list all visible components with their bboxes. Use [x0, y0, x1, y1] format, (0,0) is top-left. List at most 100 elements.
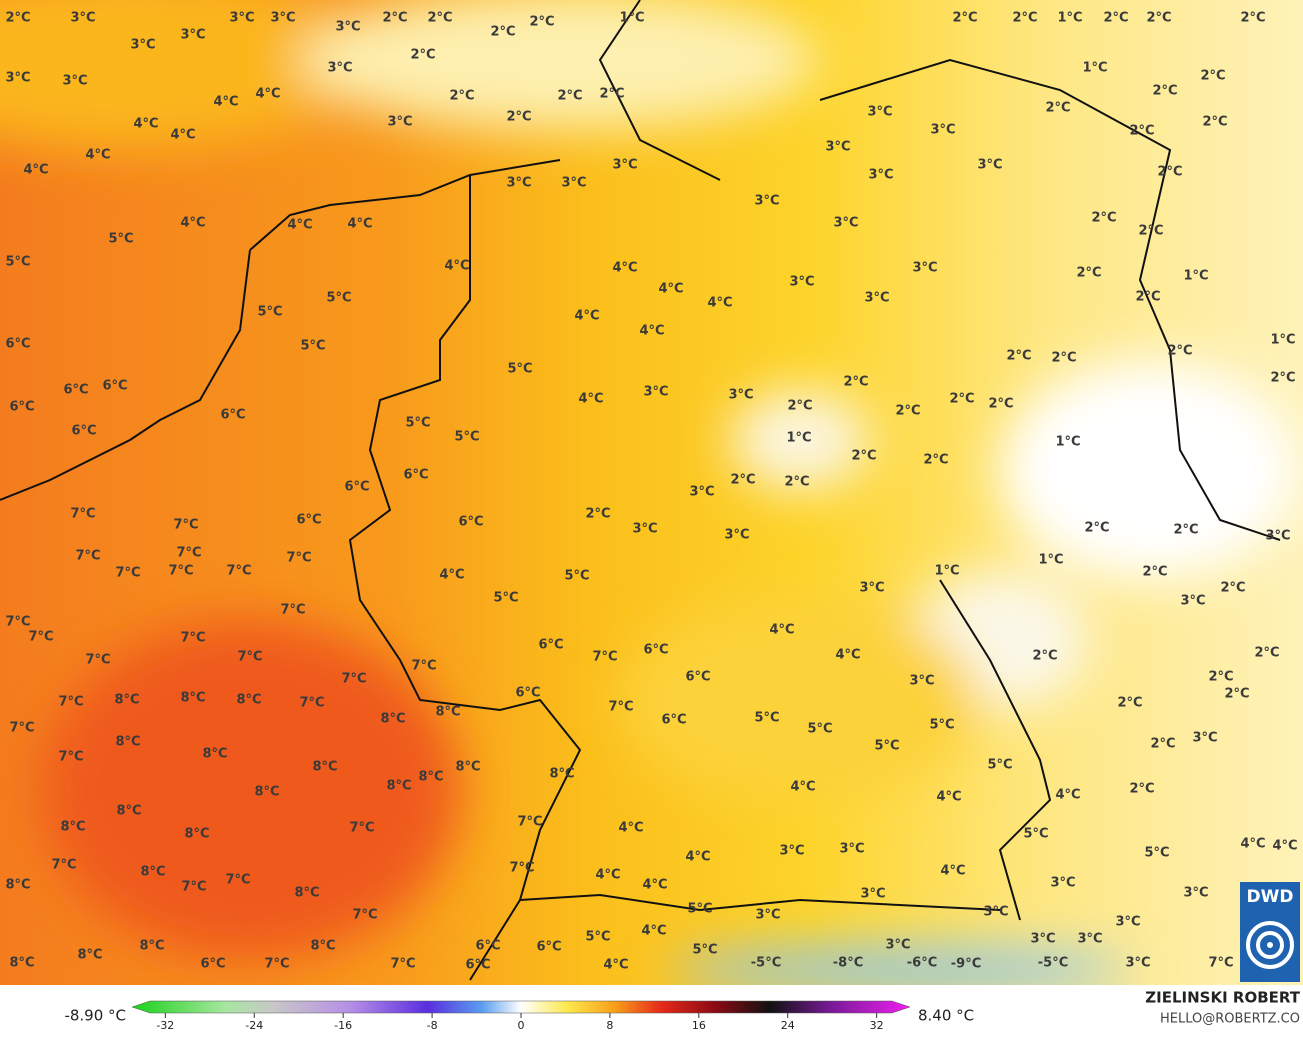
temperature-label: 2°C — [1045, 101, 1070, 116]
temperature-label: 6°C — [515, 686, 540, 701]
temperature-label: 4°C — [255, 87, 280, 102]
temperature-label: 8°C — [294, 886, 319, 901]
temperature-label: 3°C — [868, 168, 893, 183]
temperature-label: 2°C — [1173, 523, 1198, 538]
temperature-label: 2°C — [851, 449, 876, 464]
temperature-label: 7°C — [51, 858, 76, 873]
temperature-label: 4°C — [595, 868, 620, 883]
temperature-label: 5°C — [1144, 846, 1169, 861]
temperature-label: 4°C — [790, 780, 815, 795]
temperature-label: 8°C — [77, 948, 102, 963]
temperature-label: 3°C — [1030, 932, 1055, 947]
colorbar-tick-label: -16 — [334, 1019, 352, 1032]
temperature-label: 7°C — [237, 650, 262, 665]
temperature-label: 8°C — [114, 693, 139, 708]
temperature-label: 2°C — [949, 392, 974, 407]
temperature-label: 7°C — [341, 672, 366, 687]
temperature-label: 8°C — [180, 691, 205, 706]
temperature-label: 4°C — [639, 324, 664, 339]
temperature-label: 2°C — [1142, 565, 1167, 580]
temperature-label: 3°C — [728, 388, 753, 403]
temperature-label: 8°C — [418, 770, 443, 785]
temperature-label: 7°C — [9, 721, 34, 736]
temperature-label: 6°C — [296, 513, 321, 528]
temperature-label: 3°C — [1115, 915, 1140, 930]
temperature-label: 6°C — [661, 713, 686, 728]
temperature-label: 5°C — [108, 232, 133, 247]
temperature-label: 4°C — [940, 864, 965, 879]
temperature-label: 2°C — [1240, 11, 1265, 26]
credit-name: ZIELINSKI ROBERT — [1145, 989, 1300, 1007]
temperature-label: 7°C — [1208, 956, 1233, 971]
temperature-label: 2°C — [1152, 84, 1177, 99]
temperature-label: 3°C — [70, 11, 95, 26]
temperature-label: 7°C — [115, 566, 140, 581]
temperature-label: 2°C — [1224, 687, 1249, 702]
temperature-label: 1°C — [1082, 61, 1107, 76]
temperature-label: 8°C — [254, 785, 279, 800]
temperature-label: 7°C — [264, 957, 289, 972]
temperature-label: 3°C — [977, 158, 1002, 173]
temperature-label: 7°C — [181, 880, 206, 895]
temperature-label: 4°C — [936, 790, 961, 805]
temperature-label: 7°C — [58, 750, 83, 765]
temperature-label: 6°C — [465, 958, 490, 973]
temperature-label: 3°C — [643, 385, 668, 400]
temperature-label: 3°C — [506, 176, 531, 191]
temperature-label: 3°C — [909, 674, 934, 689]
temperature-label: 5°C — [987, 758, 1012, 773]
temperature-label: 7°C — [349, 821, 374, 836]
temperature-label: 6°C — [220, 408, 245, 423]
temperature-label: 3°C — [859, 581, 884, 596]
temperature-label: 5°C — [807, 722, 832, 737]
temperature-label: 4°C — [641, 924, 666, 939]
temperature-label: 4°C — [1055, 788, 1080, 803]
temperature-label: 3°C — [1265, 529, 1290, 544]
temperature-label: 1°C — [934, 564, 959, 579]
temperature-label: 4°C — [287, 218, 312, 233]
temperature-label: 4°C — [1272, 839, 1297, 854]
temperature-label: 5°C — [585, 930, 610, 945]
temperature-label: 2°C — [1103, 11, 1128, 26]
temperature-label: 5°C — [687, 902, 712, 917]
temperature-label: 5°C — [692, 943, 717, 958]
temperature-label: 5°C — [1023, 827, 1048, 842]
temperature-label: 2°C — [784, 475, 809, 490]
temperature-label: 4°C — [170, 128, 195, 143]
temperature-label: 1°C — [1057, 11, 1082, 26]
temperature-label: 2°C — [1138, 224, 1163, 239]
temperature-label: 3°C — [327, 61, 352, 76]
temperature-label: 7°C — [58, 695, 83, 710]
temperature-label: 3°C — [755, 908, 780, 923]
temperature-label: 1°C — [619, 11, 644, 26]
temperature-label: 2°C — [952, 11, 977, 26]
temperature-label: 8°C — [310, 939, 335, 954]
temperature-label: 2°C — [1202, 115, 1227, 130]
temperature-label: 5°C — [257, 305, 282, 320]
temperature-label: 8°C — [202, 747, 227, 762]
temperature-label: 5°C — [507, 362, 532, 377]
temperature-label: 6°C — [344, 480, 369, 495]
temperature-label: 2°C — [529, 15, 554, 30]
temperature-label: 7°C — [517, 815, 542, 830]
temperature-label: 6°C — [475, 939, 500, 954]
temperature-label: 6°C — [102, 379, 127, 394]
temperature-labels: 2°C 3°C 3°C 3°C 3°C 2°C 2°C 2°C 2°C 1°C 2°C 2°C 1°C 2… — [5, 11, 1297, 973]
temperature-label: 3°C — [1050, 876, 1075, 891]
temperature-label: 2°C — [1220, 581, 1245, 596]
temperature-label: 4°C — [835, 648, 860, 663]
temperature-label: 2°C — [506, 110, 531, 125]
temperature-label: 2°C — [1167, 344, 1192, 359]
temperature-label: 6°C — [685, 670, 710, 685]
temperature-label: 4°C — [439, 568, 464, 583]
temperature-label: -5°C — [751, 956, 781, 971]
temperature-label: 4°C — [180, 216, 205, 231]
temperature-label: 3°C — [1125, 956, 1150, 971]
colorbar-tick-label: -8 — [427, 1019, 438, 1032]
temperature-label: 3°C — [930, 123, 955, 138]
temperature-label: -9°C — [951, 957, 981, 972]
temperature-label: 3°C — [1183, 886, 1208, 901]
temperature-label: 2°C — [1012, 11, 1037, 26]
temperature-label: 3°C — [180, 28, 205, 43]
